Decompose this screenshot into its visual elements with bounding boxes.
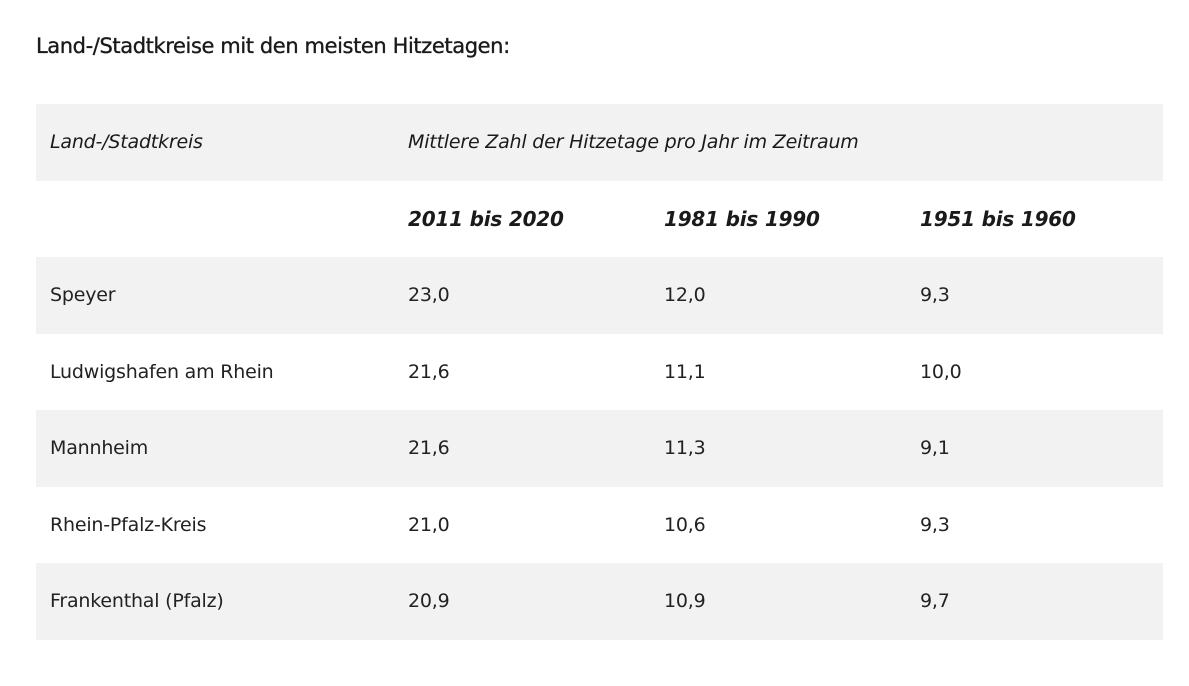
district-name: Rhein-Pfalz-Kreis <box>50 513 207 536</box>
period-header-1981-1990: 1981 bis 1990 <box>664 206 820 231</box>
district-name: Frankenthal (Pfalz) <box>50 590 224 613</box>
page-title: Land-/Stadtkreise mit den meisten Hitzet… <box>36 34 510 58</box>
value-1981-1990: 11,3 <box>664 437 706 460</box>
table-header-row: Land-/Stadtkreis Mittlere Zahl der Hitze… <box>36 104 1163 181</box>
district-name: Ludwigshafen am Rhein <box>50 360 274 383</box>
table-row: Frankenthal (Pfalz) 20,9 10,9 9,7 <box>36 563 1163 640</box>
value-2011-2020: 21,6 <box>408 360 450 383</box>
table-row: Speyer 23,0 12,0 9,3 <box>36 257 1163 334</box>
value-1981-1990: 10,6 <box>664 513 706 536</box>
value-2011-2020: 21,6 <box>408 437 450 460</box>
value-2011-2020: 20,9 <box>408 590 450 613</box>
table-row: Rhein-Pfalz-Kreis 21,0 10,6 9,3 <box>36 487 1163 564</box>
period-header-2011-2020: 2011 bis 2020 <box>408 206 564 231</box>
value-1951-1960: 9,7 <box>920 590 950 613</box>
value-1981-1990: 12,0 <box>664 284 706 307</box>
table-row: Mannheim 21,6 11,3 9,1 <box>36 410 1163 487</box>
value-2011-2020: 23,0 <box>408 284 450 307</box>
district-name: Mannheim <box>50 437 149 460</box>
value-2011-2020: 21,0 <box>408 513 450 536</box>
column-header-district: Land-/Stadtkreis <box>50 131 203 154</box>
value-1951-1960: 10,0 <box>920 360 962 383</box>
table-period-row: 2011 bis 2020 1981 bis 1990 1951 bis 196… <box>36 181 1163 258</box>
value-1951-1960: 9,1 <box>920 437 950 460</box>
value-1951-1960: 9,3 <box>920 284 950 307</box>
value-1951-1960: 9,3 <box>920 513 950 536</box>
column-header-group: Mittlere Zahl der Hitzetage pro Jahr im … <box>408 131 859 154</box>
value-1981-1990: 10,9 <box>664 590 706 613</box>
table-row: Ludwigshafen am Rhein 21,6 11,1 10,0 <box>36 334 1163 411</box>
value-1981-1990: 11,1 <box>664 360 706 383</box>
hot-days-table: Land-/Stadtkreis Mittlere Zahl der Hitze… <box>36 104 1163 640</box>
period-header-1951-1960: 1951 bis 1960 <box>920 206 1076 231</box>
district-name: Speyer <box>50 284 116 307</box>
